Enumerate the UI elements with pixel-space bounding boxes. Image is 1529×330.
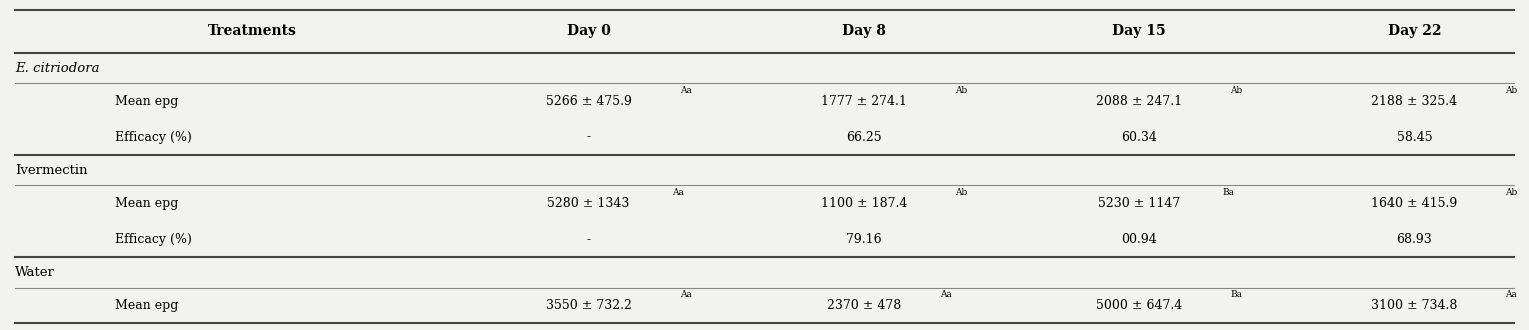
Text: 1100 ± 187.4: 1100 ± 187.4 bbox=[821, 197, 907, 210]
Text: 2088 ± 247.1: 2088 ± 247.1 bbox=[1096, 95, 1182, 108]
Text: 3100 ± 734.8: 3100 ± 734.8 bbox=[1372, 299, 1457, 312]
Text: Aa: Aa bbox=[680, 290, 691, 299]
Text: 2188 ± 325.4: 2188 ± 325.4 bbox=[1372, 95, 1457, 108]
Text: Day 0: Day 0 bbox=[567, 24, 610, 38]
Text: Ab: Ab bbox=[1506, 188, 1518, 197]
Text: 79.16: 79.16 bbox=[846, 233, 882, 246]
Text: 5266 ± 475.9: 5266 ± 475.9 bbox=[546, 95, 631, 108]
Text: 3550 ± 732.2: 3550 ± 732.2 bbox=[546, 299, 631, 312]
Text: Aa: Aa bbox=[940, 290, 953, 299]
Text: Aa: Aa bbox=[1506, 290, 1517, 299]
Text: Mean epg: Mean epg bbox=[115, 197, 177, 210]
Text: Day 8: Day 8 bbox=[842, 24, 885, 38]
Text: Mean epg: Mean epg bbox=[115, 95, 177, 108]
Text: -: - bbox=[587, 233, 590, 246]
Text: Treatments: Treatments bbox=[208, 24, 297, 38]
Text: Ba: Ba bbox=[1223, 188, 1235, 197]
Text: Ab: Ab bbox=[956, 86, 968, 95]
Text: Ivermectin: Ivermectin bbox=[15, 164, 87, 177]
Text: Aa: Aa bbox=[673, 188, 685, 197]
Text: 68.93: 68.93 bbox=[1396, 233, 1433, 246]
Text: Efficacy (%): Efficacy (%) bbox=[115, 131, 191, 144]
Text: Aa: Aa bbox=[680, 86, 691, 95]
Text: Efficacy (%): Efficacy (%) bbox=[115, 233, 191, 246]
Text: Mean epg: Mean epg bbox=[115, 299, 177, 312]
Text: E. citriodora: E. citriodora bbox=[15, 62, 99, 75]
Text: Day 15: Day 15 bbox=[1112, 24, 1167, 38]
Text: 5230 ± 1147: 5230 ± 1147 bbox=[1098, 197, 1180, 210]
Text: 58.45: 58.45 bbox=[1396, 131, 1433, 144]
Text: Ab: Ab bbox=[956, 188, 968, 197]
Text: 00.94: 00.94 bbox=[1121, 233, 1157, 246]
Text: Day 22: Day 22 bbox=[1388, 24, 1440, 38]
Text: Ba: Ba bbox=[1231, 290, 1242, 299]
Text: 66.25: 66.25 bbox=[846, 131, 882, 144]
Text: Water: Water bbox=[15, 266, 55, 279]
Text: 5280 ± 1343: 5280 ± 1343 bbox=[547, 197, 630, 210]
Text: Ab: Ab bbox=[1506, 86, 1518, 95]
Text: -: - bbox=[587, 131, 590, 144]
Text: 1640 ± 415.9: 1640 ± 415.9 bbox=[1372, 197, 1457, 210]
Text: 2370 ± 478: 2370 ± 478 bbox=[827, 299, 901, 312]
Text: 1777 ± 274.1: 1777 ± 274.1 bbox=[821, 95, 907, 108]
Text: 5000 ± 647.4: 5000 ± 647.4 bbox=[1096, 299, 1182, 312]
Text: Ab: Ab bbox=[1231, 86, 1243, 95]
Text: 60.34: 60.34 bbox=[1121, 131, 1157, 144]
